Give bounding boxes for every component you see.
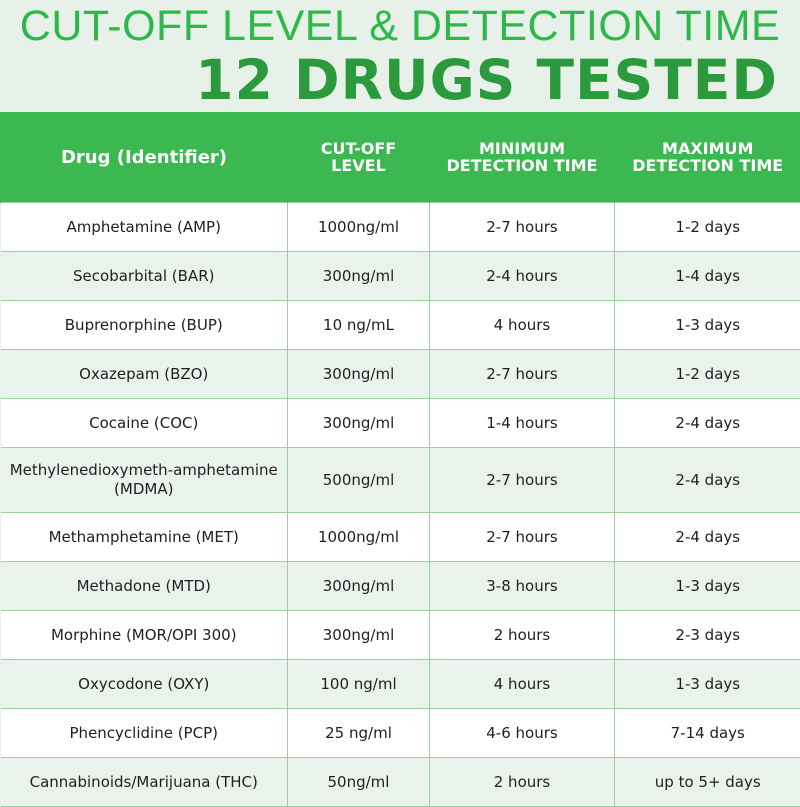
min-time-cell: 2 hours [430,758,615,807]
max-time-cell: 1-3 days [615,660,800,709]
table-row: Methamphetamine (MET) 1000ng/ml 2-7 hour… [1,513,800,562]
drug-cell: Oxazepam (BZO) [1,350,288,399]
drug-cell: Phencyclidine (PCP) [1,709,288,758]
table-row: Amphetamine (AMP) 1000ng/ml 2-7 hours 1-… [1,203,800,252]
drug-cell: Morphine (MOR/OPI 300) [1,611,288,660]
max-time-cell: up to 5+ days [615,758,800,807]
table-row: Morphine (MOR/OPI 300) 300ng/ml 2 hours … [1,611,800,660]
cutoff-cell: 300ng/ml [288,350,430,399]
cutoff-cell: 300ng/ml [288,562,430,611]
table-row: Methylenedioxymeth-amphetamine (MDMA) 50… [1,448,800,513]
min-time-cell: 2-7 hours [430,513,615,562]
max-time-cell: 2-3 days [615,611,800,660]
cutoff-cell: 500ng/ml [288,448,430,513]
header-drug: Drug (Identifier) [1,112,288,203]
table-row: Buprenorphine (BUP) 10 ng/mL 4 hours 1-3… [1,301,800,350]
cutoff-cell: 300ng/ml [288,611,430,660]
max-time-cell: 2-4 days [615,399,800,448]
max-time-cell: 1-2 days [615,203,800,252]
header-max-detection: MAXIMUM DETECTION TIME [615,112,800,203]
table-row: Oxazepam (BZO) 300ng/ml 2-7 hours 1-2 da… [1,350,800,399]
drug-cell: Buprenorphine (BUP) [1,301,288,350]
header-min-detection: MINIMUM DETECTION TIME [430,112,615,203]
max-time-cell: 7-14 days [615,709,800,758]
min-time-cell: 2-7 hours [430,448,615,513]
min-time-cell: 3-8 hours [430,562,615,611]
cutoff-cell: 25 ng/ml [288,709,430,758]
min-time-cell: 4-6 hours [430,709,615,758]
cutoff-cell: 100 ng/ml [288,660,430,709]
drug-cell: Cocaine (COC) [1,399,288,448]
max-time-cell: 1-4 days [615,252,800,301]
header-cutoff: CUT-OFF LEVEL [288,112,430,203]
drug-cell: Secobarbital (BAR) [1,252,288,301]
max-time-cell: 2-4 days [615,513,800,562]
table-row: Phencyclidine (PCP) 25 ng/ml 4-6 hours 7… [1,709,800,758]
min-time-cell: 4 hours [430,301,615,350]
drug-cell: Methamphetamine (MET) [1,513,288,562]
drug-cell: Methylenedioxymeth-amphetamine (MDMA) [1,448,288,513]
min-time-cell: 2 hours [430,611,615,660]
min-time-cell: 4 hours [430,660,615,709]
title-line-2: 12 DRUGS TESTED [195,48,778,112]
max-time-cell: 1-3 days [615,301,800,350]
title-line-1: CUT-OFF LEVEL & DETECTION TIME [0,2,800,51]
cutoff-cell: 300ng/ml [288,252,430,301]
cutoff-cell: 1000ng/ml [288,513,430,562]
drug-cell: Oxycodone (OXY) [1,660,288,709]
table-row: Methadone (MTD) 300ng/ml 3-8 hours 1-3 d… [1,562,800,611]
table-row: Cocaine (COC) 300ng/ml 1-4 hours 2-4 day… [1,399,800,448]
table-row: Oxycodone (OXY) 100 ng/ml 4 hours 1-3 da… [1,660,800,709]
drug-cell: Amphetamine (AMP) [1,203,288,252]
min-time-cell: 1-4 hours [430,399,615,448]
drug-cell: Cannabinoids/Marijuana (THC) [1,758,288,807]
cutoff-cell: 1000ng/ml [288,203,430,252]
drug-cell: Methadone (MTD) [1,562,288,611]
min-time-cell: 2-7 hours [430,350,615,399]
drug-table: Drug (Identifier) CUT-OFF LEVEL MINIMUM … [0,112,800,807]
table-row: Secobarbital (BAR) 300ng/ml 2-4 hours 1-… [1,252,800,301]
cutoff-cell: 10 ng/mL [288,301,430,350]
header-row: Drug (Identifier) CUT-OFF LEVEL MINIMUM … [1,112,800,203]
max-time-cell: 1-2 days [615,350,800,399]
cutoff-cell: 300ng/ml [288,399,430,448]
min-time-cell: 2-4 hours [430,252,615,301]
max-time-cell: 2-4 days [615,448,800,513]
min-time-cell: 2-7 hours [430,203,615,252]
table-row: Cannabinoids/Marijuana (THC) 50ng/ml 2 h… [1,758,800,807]
cutoff-cell: 50ng/ml [288,758,430,807]
max-time-cell: 1-3 days [615,562,800,611]
